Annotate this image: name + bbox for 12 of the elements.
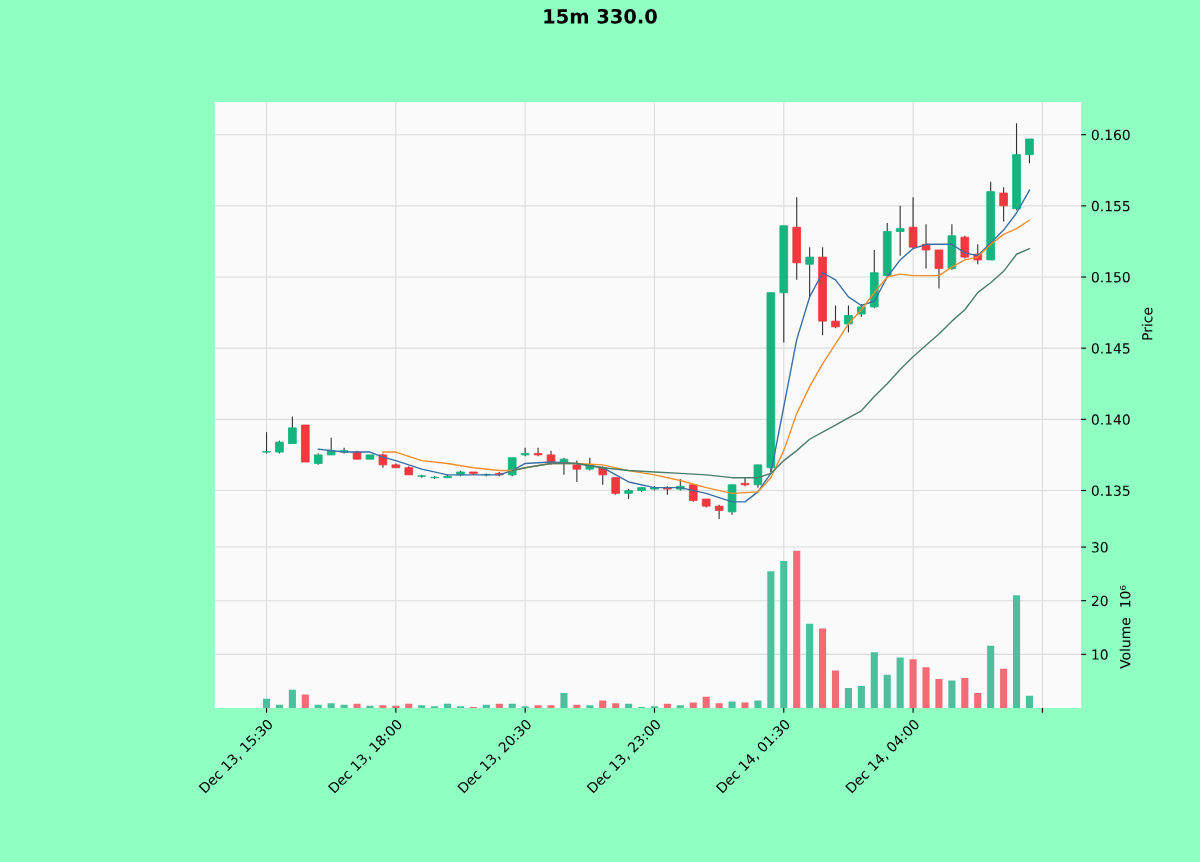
y-tick-label: 0.145	[1091, 343, 1130, 354]
y-axis-title: Price	[1141, 307, 1153, 340]
y-tick-label: 20	[1091, 595, 1108, 607]
y-tick-label: 0.160	[1091, 129, 1130, 141]
chart-title: 15m 330.0	[544, 8, 657, 24]
y-tick-label: 10	[1092, 649, 1108, 660]
y-tick-label: 0.140	[1091, 414, 1130, 425]
y-axis-title: Volume 10⁶	[1119, 585, 1131, 669]
y-tick-label: 30	[1091, 542, 1108, 553]
y-tick-label: 0.150	[1091, 271, 1130, 283]
y-tick-label: 0.135	[1091, 485, 1130, 496]
y-tick-label: 0.155	[1091, 200, 1130, 212]
